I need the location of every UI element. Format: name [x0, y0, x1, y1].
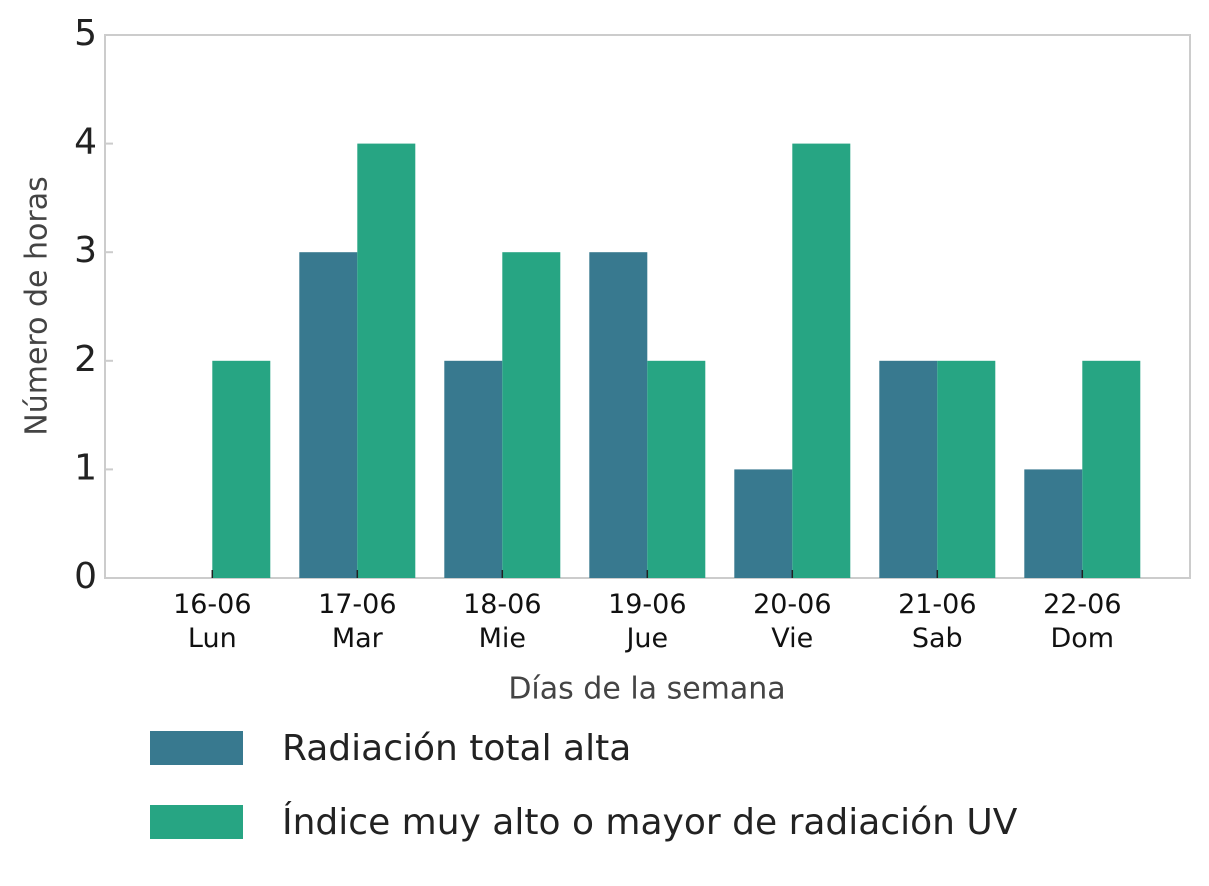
- x-tick-label: 22-06 Dom: [1043, 589, 1122, 654]
- x-tick-label: 20-06 Vie: [753, 589, 832, 654]
- legend-swatch: [150, 805, 243, 839]
- y-tick-label: 5: [74, 13, 97, 54]
- bar: [1024, 469, 1083, 578]
- bar: [502, 252, 561, 578]
- x-axis-label: Días de la semana: [508, 672, 785, 707]
- legend-label: Índice muy alto o mayor de radiación UV: [282, 801, 1018, 843]
- bar: [357, 143, 416, 578]
- bar: [734, 469, 793, 578]
- bar: [937, 360, 996, 578]
- x-tick-label: 19-06 Jue: [608, 589, 687, 654]
- bar: [792, 143, 851, 578]
- y-tick-label: 3: [74, 230, 97, 271]
- bar: [299, 252, 358, 578]
- bar: [589, 252, 648, 578]
- legend-label: Radiación total alta: [282, 728, 631, 769]
- y-axis-label: Número de horas: [20, 176, 55, 435]
- x-tick-label: 21-06 Sab: [898, 589, 977, 654]
- bar: [879, 360, 938, 578]
- bar: [647, 360, 706, 578]
- bar: [444, 360, 503, 578]
- y-tick-label: 4: [74, 122, 97, 163]
- bar: [1082, 360, 1141, 578]
- y-tick-label: 1: [74, 447, 97, 488]
- y-tick-label: 0: [74, 556, 97, 597]
- x-tick-label: 18-06 Mie: [463, 589, 542, 654]
- x-tick-label: 17-06 Mar: [318, 589, 397, 654]
- legend-swatch: [150, 731, 243, 765]
- y-tick-label: 2: [74, 339, 97, 380]
- x-tick-label: 16-06 Lun: [173, 589, 252, 654]
- bar: [212, 360, 271, 578]
